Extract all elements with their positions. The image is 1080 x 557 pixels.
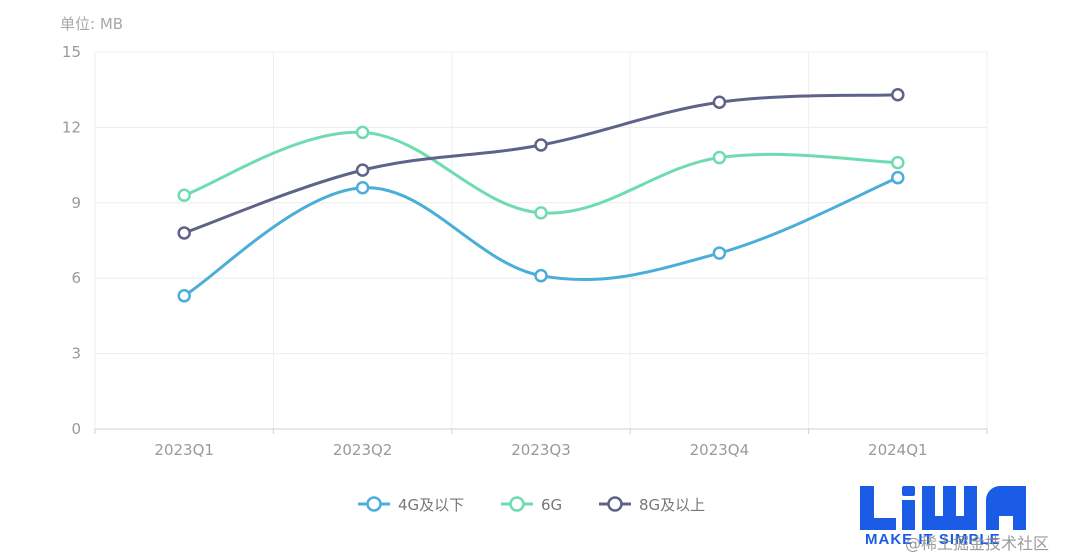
legend-label: 4G及以下 [398,496,464,514]
y-tick-label: 3 [71,345,81,363]
grid-lines [94,51,988,429]
data-point [355,125,370,140]
legend[interactable]: 4G及以下 6G 8G及以上 [358,496,705,514]
x-tick-label: 2023Q3 [511,441,571,459]
data-point [712,246,727,260]
data-point [712,95,727,110]
data-point [891,155,905,170]
y-axis-unit-label: 单位: MB [60,15,124,33]
legend-item-2[interactable]: 8G及以上 [599,496,705,514]
legend-item-0[interactable]: 4G及以下 [358,496,464,514]
y-tick-label: 0 [71,420,81,438]
y-tick-label: 15 [62,43,81,61]
legend-marker [607,496,623,512]
data-point [534,206,548,220]
liwa-logo [860,486,1026,530]
series-2 [177,87,905,240]
series-0 [177,170,905,303]
data-point [534,268,548,283]
series-group [177,87,905,303]
data-point [712,150,727,165]
x-tick-label: 2023Q4 [690,441,750,459]
data-point [177,226,191,240]
data-point [177,188,191,203]
logo-tagline: MAKE IT SIMPLE [865,531,1001,548]
y-tick-label: 12 [62,118,81,136]
data-point [177,289,191,303]
data-point [355,163,370,177]
axes: 0 3 6 9 12 15 2023Q1 2023Q2 2023Q3 2023Q4 2024Q1 [62,43,988,459]
legend-marker [509,496,525,512]
data-point [891,170,905,185]
data-point [534,138,548,152]
x-tick-label: 2023Q2 [333,441,393,459]
y-tick-label: 6 [71,269,81,287]
data-point [891,87,905,102]
watermark: @稀土掘金技术社区 [905,534,1050,553]
x-tick-label: 2023Q1 [154,441,214,459]
legend-label: 6G [541,496,562,514]
legend-marker [366,496,382,512]
series-1 [177,125,905,220]
legend-item-1[interactable]: 6G [501,496,562,514]
x-tick-label: 2024Q1 [868,441,928,459]
legend-label: 8G及以上 [639,496,705,514]
y-tick-label: 9 [71,194,81,212]
data-point [355,180,370,195]
